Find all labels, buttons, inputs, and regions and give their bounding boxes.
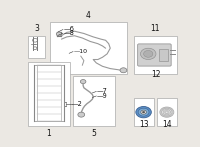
Text: —6: —6	[63, 26, 74, 32]
Circle shape	[56, 32, 62, 36]
Circle shape	[141, 110, 146, 114]
Bar	[73, 76, 115, 126]
Bar	[50, 22, 127, 74]
FancyBboxPatch shape	[138, 44, 171, 66]
Circle shape	[140, 48, 156, 60]
Text: —9: —9	[97, 93, 108, 99]
Bar	[159, 49, 168, 61]
Text: 1: 1	[47, 129, 51, 138]
Text: —2: —2	[72, 101, 83, 107]
Text: 5: 5	[92, 129, 96, 138]
Circle shape	[136, 106, 151, 118]
Circle shape	[144, 50, 153, 57]
Text: 14: 14	[162, 120, 172, 129]
Circle shape	[80, 80, 86, 84]
Bar	[28, 62, 70, 126]
Text: 3: 3	[34, 25, 39, 34]
Text: —8: —8	[63, 30, 74, 36]
Circle shape	[138, 108, 149, 116]
Circle shape	[142, 111, 145, 113]
Bar	[134, 98, 154, 126]
Text: —10: —10	[74, 49, 88, 54]
Circle shape	[78, 112, 85, 117]
Text: 4: 4	[86, 11, 91, 20]
Text: 12: 12	[151, 70, 161, 79]
Circle shape	[120, 68, 127, 73]
Bar	[134, 36, 177, 74]
Text: —7: —7	[97, 88, 108, 94]
Text: 13: 13	[139, 120, 148, 129]
Bar	[28, 36, 45, 58]
Text: 11: 11	[150, 25, 160, 34]
Bar	[157, 98, 177, 126]
